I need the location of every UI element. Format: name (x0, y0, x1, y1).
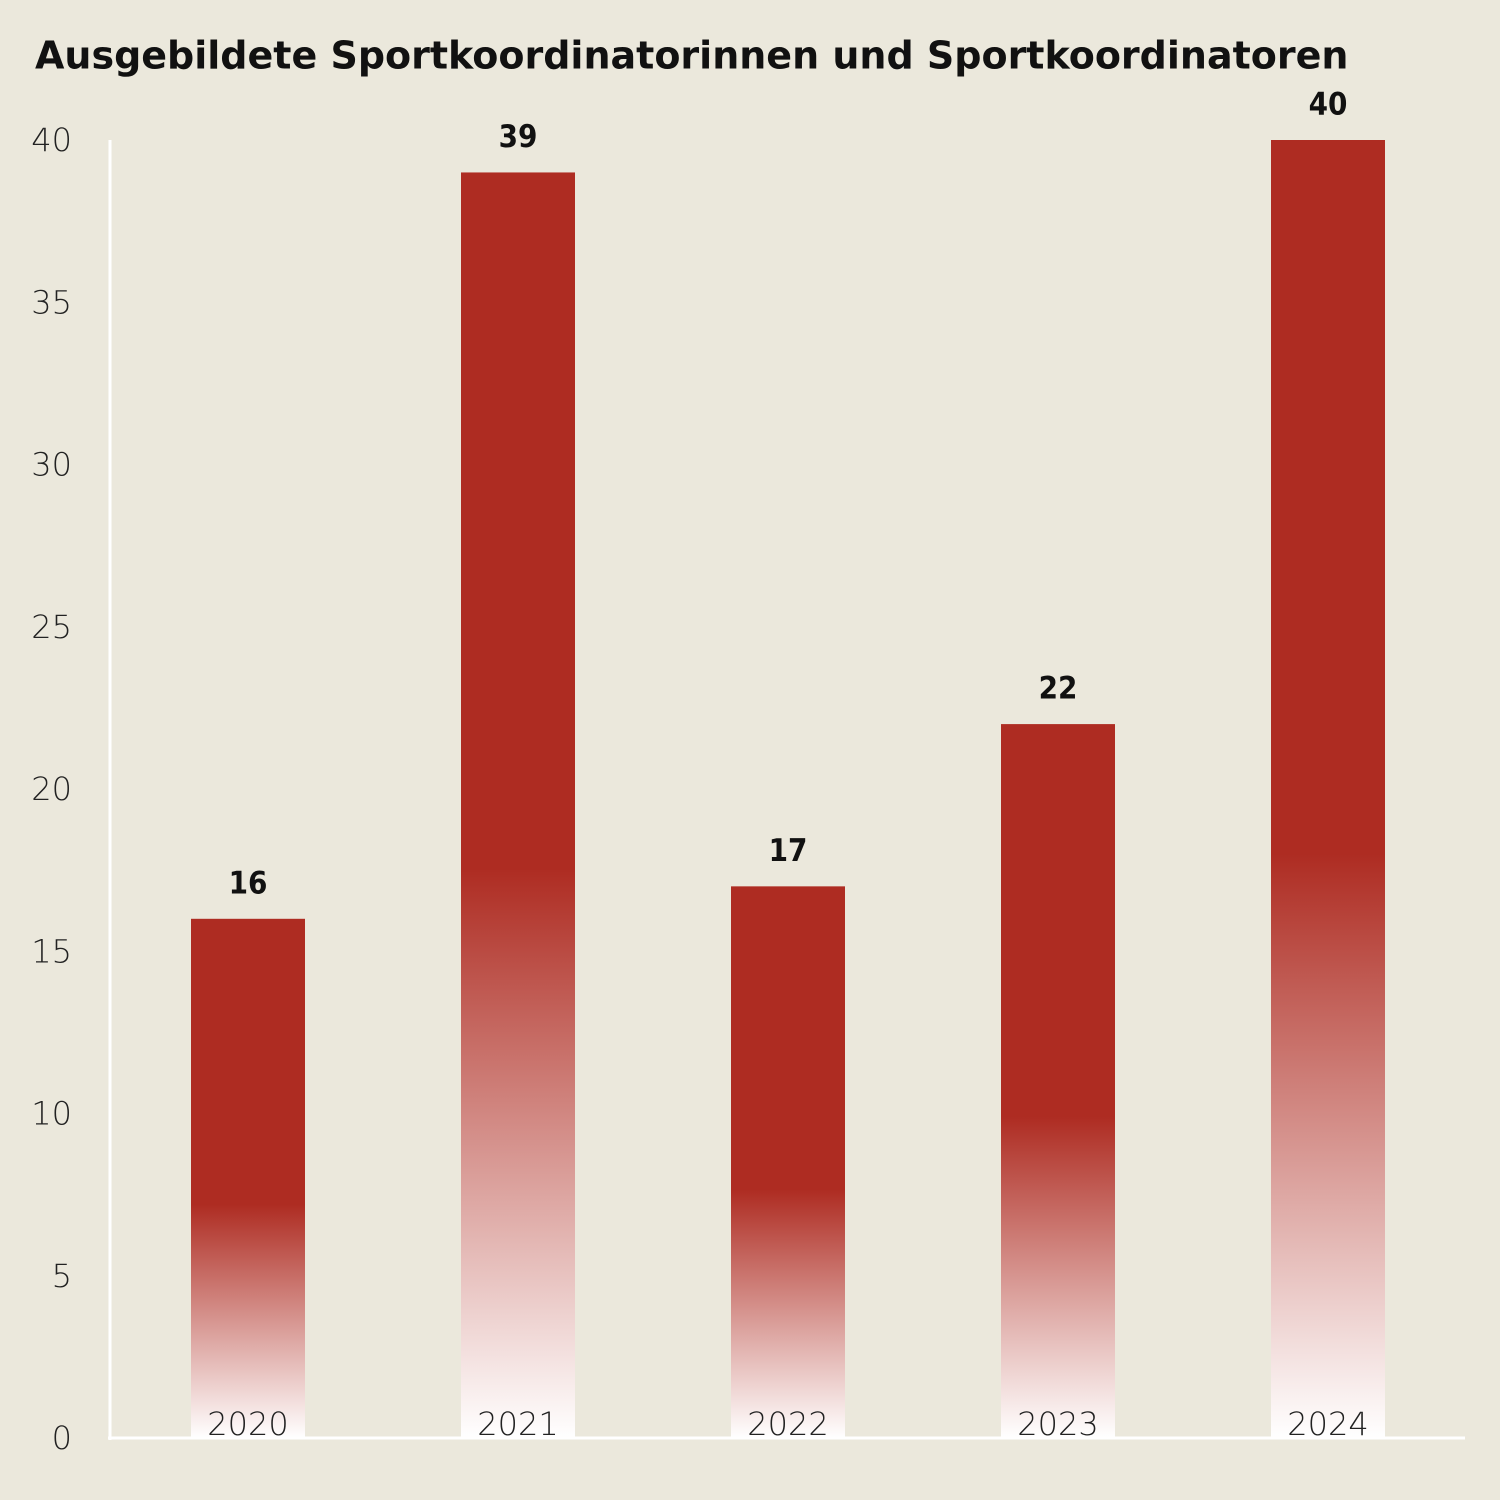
chart-title: Ausgebildete Sportkoordinatorinnen und S… (35, 34, 1348, 78)
y-tick-label: 15 (31, 932, 72, 970)
x-tick-label: 2020 (207, 1405, 288, 1443)
y-tick-label: 20 (31, 770, 72, 808)
y-tick-label: 0 (52, 1419, 72, 1457)
x-tick-label: 2024 (1287, 1405, 1368, 1443)
value-label: 22 (1039, 671, 1078, 707)
y-tick-label: 40 (31, 121, 72, 159)
y-tick-label: 35 (31, 283, 72, 321)
y-tick-label: 25 (31, 608, 72, 646)
y-tick-label: 30 (31, 446, 72, 484)
x-tick-label: 2021 (477, 1405, 558, 1443)
value-label: 17 (769, 833, 808, 869)
bar (191, 918, 305, 1438)
x-tick-label: 2023 (1017, 1405, 1098, 1443)
bar (1271, 140, 1385, 1438)
bar (731, 886, 845, 1438)
value-label: 39 (499, 119, 538, 155)
value-label: 40 (1309, 87, 1348, 123)
x-tick-label: 2022 (747, 1405, 828, 1443)
y-tick-label: 5 (52, 1257, 72, 1295)
bar (461, 172, 575, 1439)
value-label: 16 (229, 865, 268, 901)
y-tick-label: 10 (31, 1095, 72, 1133)
bar (1001, 724, 1115, 1438)
